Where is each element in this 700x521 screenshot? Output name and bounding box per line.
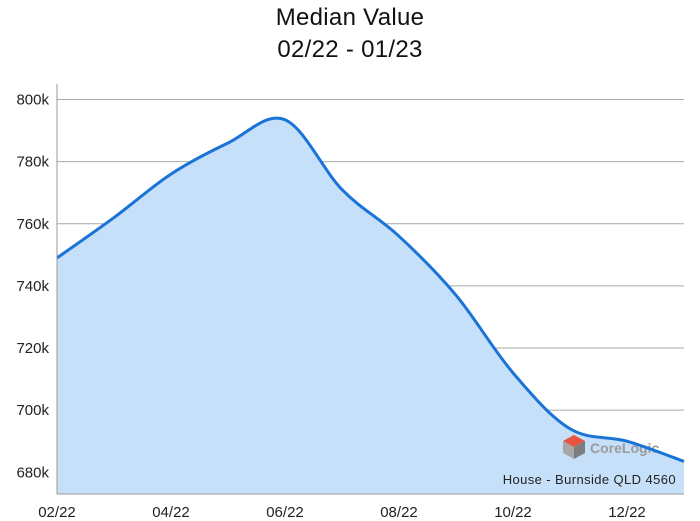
chart-subtitle: 02/22 - 01/23 [277,36,423,63]
y-axis-ticks: 680k 700k 720k 740k 760k 780k 800k [16,92,49,482]
corelogic-watermark: CoreLogic [563,435,659,459]
y-tick-label: 700k [16,402,49,419]
x-tick-label: 10/22 [494,504,532,521]
y-tick-label: 740k [16,278,49,295]
series-line [56,116,685,463]
corelogic-logo-icon [563,435,585,459]
x-tick-label: 12/22 [608,504,646,521]
y-tick-label: 780k [16,154,49,171]
y-tick-label: 760k [16,216,49,233]
axes [56,84,684,495]
series-area [57,118,684,494]
x-tick-label: 06/22 [266,504,304,521]
y-tick-label: 800k [16,92,49,109]
x-tick-label: 08/22 [380,504,418,521]
x-tick-label: 04/22 [152,504,190,521]
chart-title: Median Value [275,4,425,31]
x-axis-ticks: 02/22 04/22 06/22 08/22 10/22 12/22 [38,504,646,521]
y-tick-label: 720k [16,340,49,357]
y-tick-label: 680k [16,464,49,481]
chart-annotation: House - Burnside QLD 4560 [503,472,676,487]
x-tick-label: 02/22 [38,504,76,521]
watermark-text: CoreLogic [590,440,659,456]
